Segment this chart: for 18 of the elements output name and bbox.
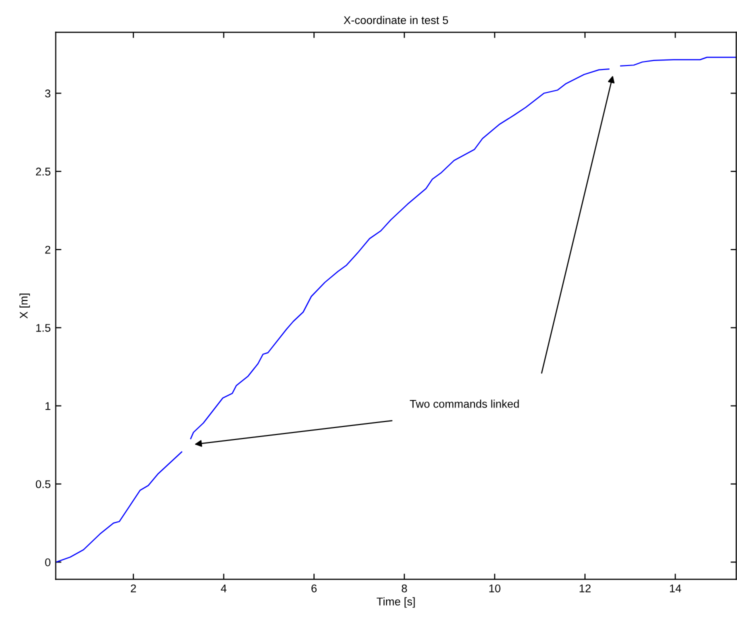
y-tick-label: 3 <box>45 90 50 98</box>
y-tick-label: 2 <box>45 246 50 254</box>
x-tick-label: 4 <box>220 584 226 592</box>
x-tick-label: 14 <box>670 584 682 592</box>
x-tick-label: 6 <box>312 584 317 592</box>
y-tick-label: 1.5 <box>36 324 50 332</box>
chart-title: X-coordinate in test 5 <box>344 16 448 24</box>
y-tick-label: 0 <box>45 558 50 566</box>
x-axis-title: Time [s] <box>376 597 415 608</box>
x-tick-label: 10 <box>489 584 500 592</box>
annotation: Two commands linked <box>410 400 519 408</box>
y-axis-title: X [m] <box>20 294 30 319</box>
x-tick-label: 8 <box>402 584 407 592</box>
x-tick-label: 12 <box>580 584 591 592</box>
y-tick-label: 2.5 <box>36 168 50 176</box>
y-tick-label: 1 <box>46 402 50 410</box>
y-tick-label: 0.5 <box>36 480 50 488</box>
x-tick-label: 2 <box>130 584 136 592</box>
